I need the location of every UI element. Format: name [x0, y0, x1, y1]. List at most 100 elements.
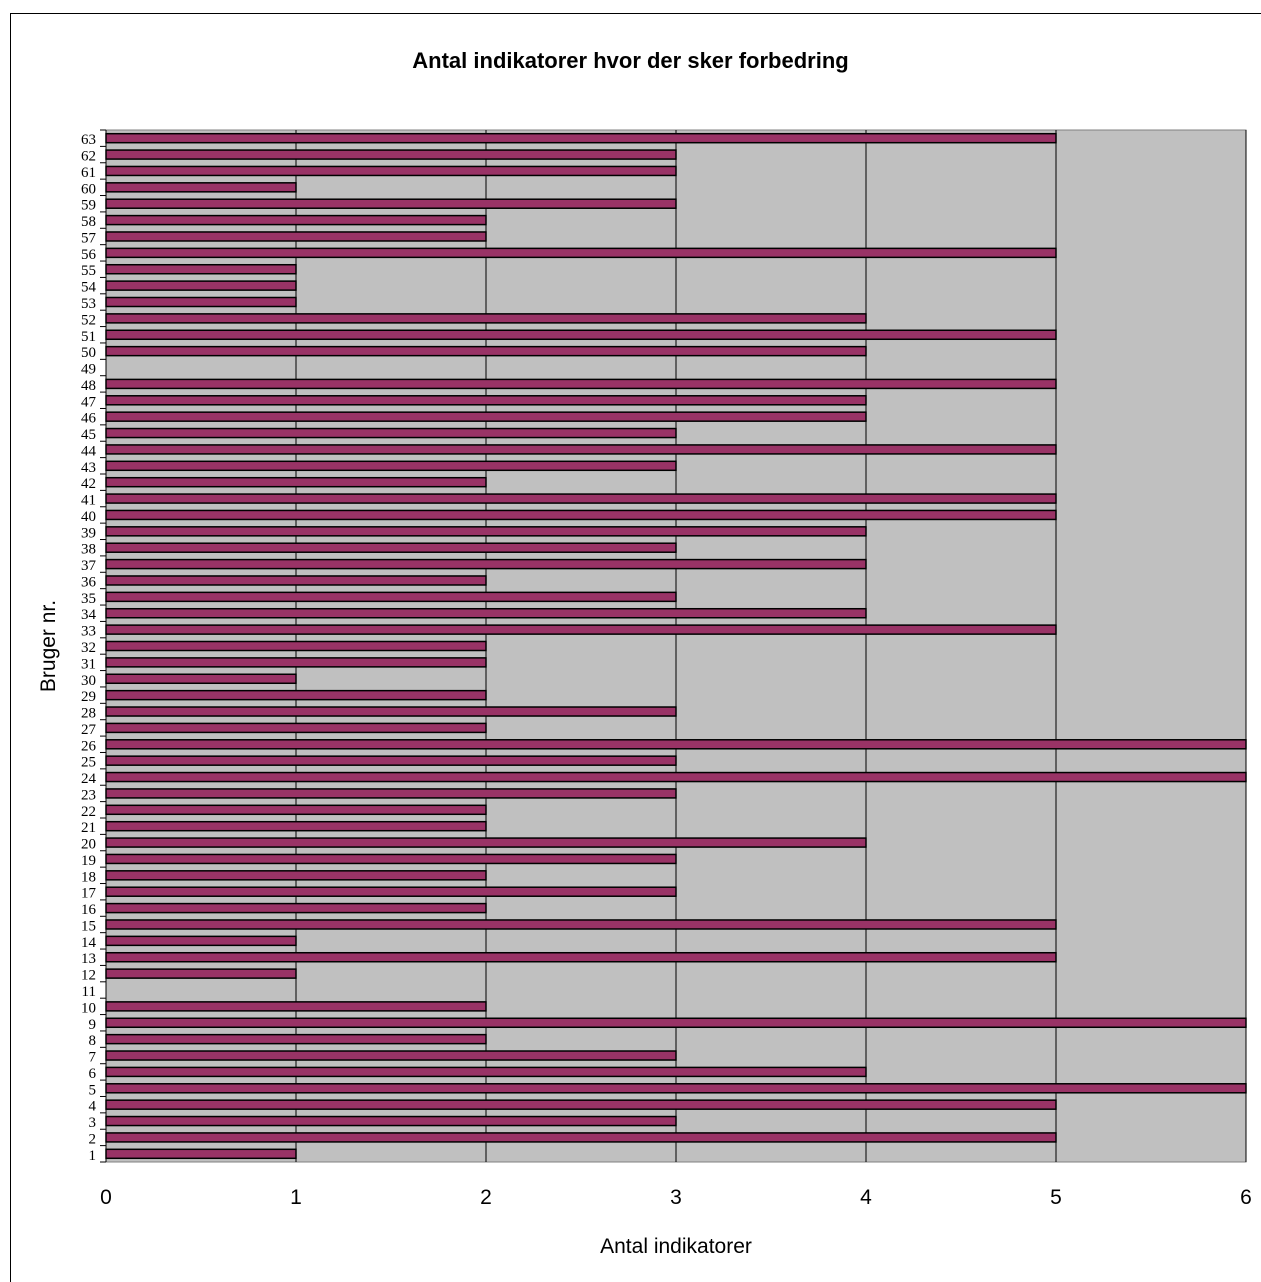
bar-bruger-58	[105, 214, 487, 226]
bar-bruger-35	[105, 591, 677, 603]
bar-bruger-29	[105, 689, 487, 701]
y-tick-label: 48	[81, 378, 96, 394]
bar-bruger-50	[105, 345, 867, 357]
y-tick-label: 61	[81, 165, 96, 181]
y-tick-label: 45	[81, 427, 96, 443]
bar-bruger-1	[105, 1148, 297, 1160]
y-tick-label: 27	[81, 722, 97, 738]
bar-bruger-32	[105, 640, 487, 652]
bar-bruger-40	[105, 509, 1057, 521]
y-tick-label: 55	[81, 263, 96, 279]
y-tick-label: 5	[89, 1082, 97, 1098]
bars	[105, 132, 1247, 1160]
bar-bruger-33	[105, 624, 1057, 635]
bar-bruger-23	[105, 788, 677, 799]
y-tick-label: 22	[81, 804, 96, 820]
y-tick-label: 3	[89, 1115, 97, 1131]
bar-bruger-39	[105, 526, 867, 537]
y-tick-label: 14	[81, 935, 97, 951]
y-tick-label: 32	[81, 640, 96, 656]
y-tick-label: 25	[81, 755, 96, 771]
y-tick-label: 11	[82, 984, 96, 1000]
bar-bruger-54	[105, 280, 297, 291]
y-tick-label: 49	[81, 362, 96, 378]
bar-bruger-21	[105, 820, 487, 832]
bar-bruger-51	[105, 329, 1057, 341]
bar-bruger-22	[105, 804, 487, 816]
y-tick-label: 59	[81, 198, 96, 214]
y-tick-label: 60	[81, 181, 96, 197]
bar-bruger-46	[105, 411, 867, 422]
bar-bruger-27	[105, 722, 487, 734]
y-tick-label: 50	[81, 345, 96, 361]
y-tick-label: 26	[81, 738, 97, 754]
y-tick-label: 1	[89, 1148, 97, 1164]
bar-bruger-41	[105, 493, 1057, 504]
bar-bruger-24	[105, 771, 1247, 783]
y-tick-label: 63	[81, 132, 96, 148]
bar-bruger-9	[105, 1017, 1247, 1029]
bar-bruger-8	[105, 1033, 487, 1045]
bar-bruger-37	[105, 558, 867, 570]
bar-bruger-10	[105, 1001, 487, 1012]
y-tick-label: 23	[81, 787, 96, 803]
y-tick-label: 6	[89, 1066, 97, 1082]
bar-bruger-7	[105, 1050, 677, 1061]
y-tick-label: 34	[81, 607, 97, 623]
bar-bruger-57	[105, 231, 487, 242]
bar-bruger-42	[105, 476, 487, 488]
y-tick-label: 54	[81, 280, 97, 296]
y-tick-label: 51	[81, 329, 96, 345]
y-tick-label: 24	[81, 771, 97, 787]
bar-bruger-17	[105, 886, 677, 897]
y-tick-label: 37	[81, 558, 97, 574]
y-tick-label: 46	[81, 411, 97, 427]
y-tick-label: 33	[81, 624, 96, 640]
bar-bruger-13	[105, 951, 1057, 963]
x-tick-label: 3	[670, 1186, 682, 1209]
y-tick-label: 19	[81, 853, 96, 869]
x-tick-label: 5	[1050, 1186, 1062, 1209]
bar-bruger-25	[105, 755, 677, 766]
y-tick-label: 29	[81, 689, 96, 705]
y-tick-label: 56	[81, 247, 97, 263]
y-tick-label: 12	[81, 968, 96, 984]
bar-bruger-34	[105, 607, 867, 619]
x-tick-label: 0	[100, 1186, 112, 1209]
y-tick-label: 20	[81, 837, 96, 853]
y-tick-label: 62	[81, 149, 96, 165]
x-tick-label: 4	[860, 1186, 872, 1209]
bar-bruger-30	[105, 673, 297, 685]
y-tick-label: 31	[81, 656, 96, 672]
chart-title: Antal indikatorer hvor der sker forbedri…	[412, 48, 849, 73]
y-tick-label: 58	[81, 214, 96, 230]
bar-bruger-16	[105, 902, 487, 914]
bar-bruger-61	[105, 165, 677, 177]
bar-bruger-6	[105, 1066, 867, 1078]
x-axis-label: Antal indikatorer	[600, 1235, 752, 1258]
y-tick-label: 16	[81, 902, 97, 918]
y-tick-labels: 1234567891011121314151617181920212223242…	[81, 129, 106, 1164]
bar-bruger-56	[105, 247, 1057, 259]
bar-bruger-53	[105, 296, 297, 308]
y-tick-label: 41	[81, 493, 96, 509]
y-tick-label: 8	[89, 1033, 97, 1049]
bar-bruger-62	[105, 149, 677, 160]
y-tick-label: 9	[89, 1017, 97, 1033]
bar-bruger-26	[105, 739, 1247, 750]
y-tick-label: 13	[81, 951, 96, 967]
y-tick-label: 2	[89, 1131, 97, 1147]
y-tick-label: 35	[81, 591, 96, 607]
y-tick-label: 17	[81, 886, 97, 902]
y-tick-label: 28	[81, 706, 96, 722]
y-axis-label: Bruger nr.	[37, 600, 60, 692]
x-tick-labels: 0 1 2 3 4 5 6	[100, 1186, 1252, 1209]
x-tick-label: 1	[290, 1186, 302, 1209]
x-tick-label: 6	[1240, 1186, 1252, 1209]
y-tick-label: 47	[81, 394, 97, 410]
bar-bruger-19	[105, 853, 677, 865]
y-tick-label: 4	[89, 1099, 97, 1115]
y-tick-label: 44	[81, 443, 97, 459]
y-tick-label: 36	[81, 574, 97, 590]
